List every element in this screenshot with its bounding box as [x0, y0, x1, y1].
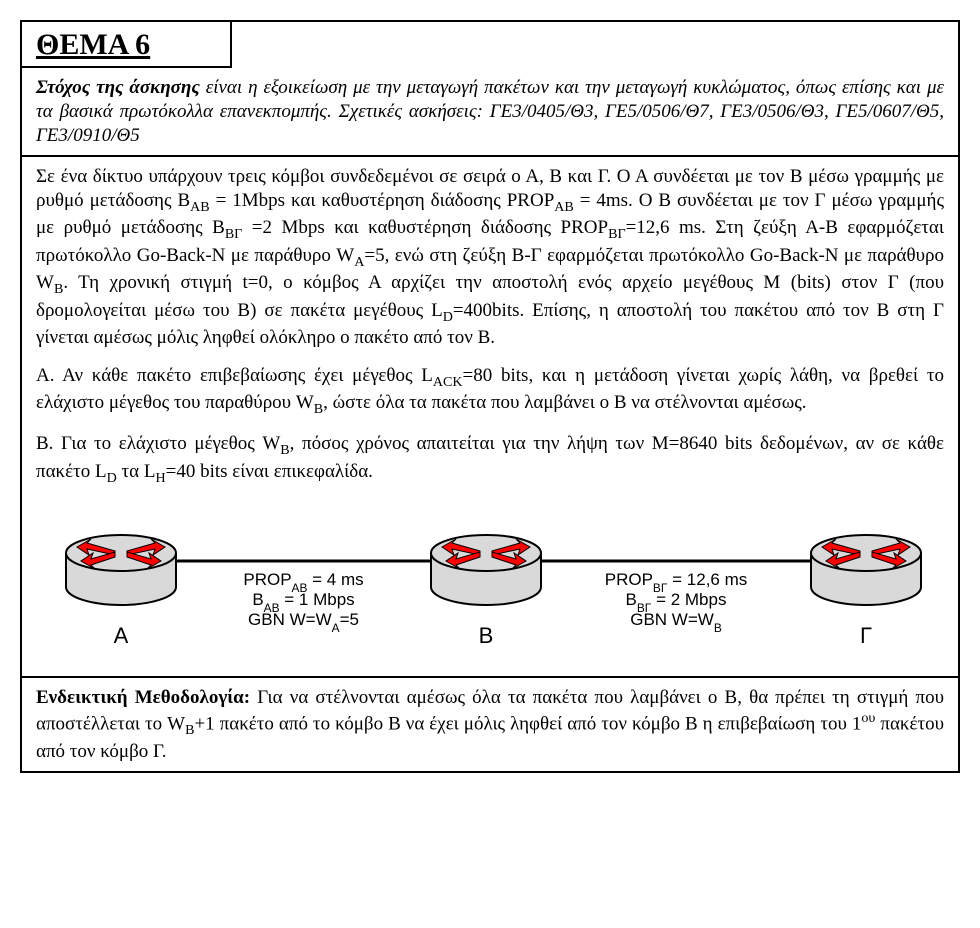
svg-text:GBN W=WA=5: GBN W=WA=5	[248, 610, 359, 635]
svg-text:Α: Α	[114, 623, 129, 648]
paragraph-3: Β. Για το ελάχιστο μέγεθος WΒ, πόσος χρό…	[36, 432, 944, 487]
network-svg: ΑΒΓPROPΑΒ = 4 msBΑΒ = 1 MbpsGBN W=WA=5PR…	[36, 501, 946, 666]
superscript: ου	[861, 710, 875, 726]
document-frame: ΘΕΜΑ 6 Στόχος της άσκησης είναι η εξοικε…	[20, 20, 960, 773]
title-spacer	[232, 22, 958, 68]
subscript: ΑΒ	[554, 199, 574, 215]
goal-lead: Στόχος της άσκησης	[36, 77, 200, 98]
paragraph-1: Σε ένα δίκτυο υπάρχουν τρεις κόμβοι συνδ…	[36, 165, 944, 349]
title-text: ΘΕΜΑ 6	[36, 28, 150, 61]
subscript: Β	[314, 401, 323, 417]
body-box: Σε ένα δίκτυο υπάρχουν τρεις κόμβοι συνδ…	[22, 157, 958, 678]
subscript: D	[107, 470, 117, 486]
text: τα L	[117, 461, 156, 482]
network-diagram: ΑΒΓPROPΑΒ = 4 msBΑΒ = 1 MbpsGBN W=WA=5PR…	[36, 501, 944, 666]
method-box: Ενδεικτική Μεθοδολογία: Για να στέλνοντα…	[22, 678, 958, 771]
subscript: Β	[54, 281, 63, 297]
text: Β. Για το ελάχιστο μέγεθος W	[36, 433, 280, 454]
subscript: ΒΓ	[608, 226, 626, 242]
title-cell: ΘΕΜΑ 6	[22, 22, 232, 68]
subscript: Α	[354, 254, 364, 270]
text: =2 Mbps και καθυστέρηση διάδοσης PROP	[242, 217, 608, 238]
svg-text:GBN W=WB: GBN W=WB	[630, 610, 722, 635]
method-lead: Ενδεικτική Μεθοδολογία:	[36, 687, 250, 708]
subscript: H	[155, 470, 165, 486]
subscript: ΒΓ	[225, 226, 243, 242]
text: =40 bits είναι επικεφαλίδα.	[166, 461, 373, 482]
svg-text:Γ: Γ	[860, 623, 872, 648]
goal-box: Στόχος της άσκησης είναι η εξοικείωση με…	[22, 68, 958, 157]
paragraph-2: Α. Αν κάθε πακέτο επιβεβαίωσης έχει μέγε…	[36, 364, 944, 419]
subscript: Β	[280, 442, 289, 458]
svg-text:Β: Β	[479, 623, 494, 648]
text: Α. Αν κάθε πακέτο επιβεβαίωσης έχει μέγε…	[36, 365, 433, 386]
title-row: ΘΕΜΑ 6	[22, 22, 958, 68]
text: +1 πακέτο από το κόμβο Β να έχει μόλις λ…	[194, 713, 861, 734]
text: = 1Mbps και καθυστέρηση διάδοσης PROP	[210, 190, 555, 211]
subscript: D	[443, 308, 453, 324]
subscript: ACK	[433, 373, 463, 389]
subscript: ΑΒ	[190, 199, 210, 215]
text: , ώστε όλα τα πακέτα που λαμβάνει ο Β να…	[323, 392, 806, 413]
